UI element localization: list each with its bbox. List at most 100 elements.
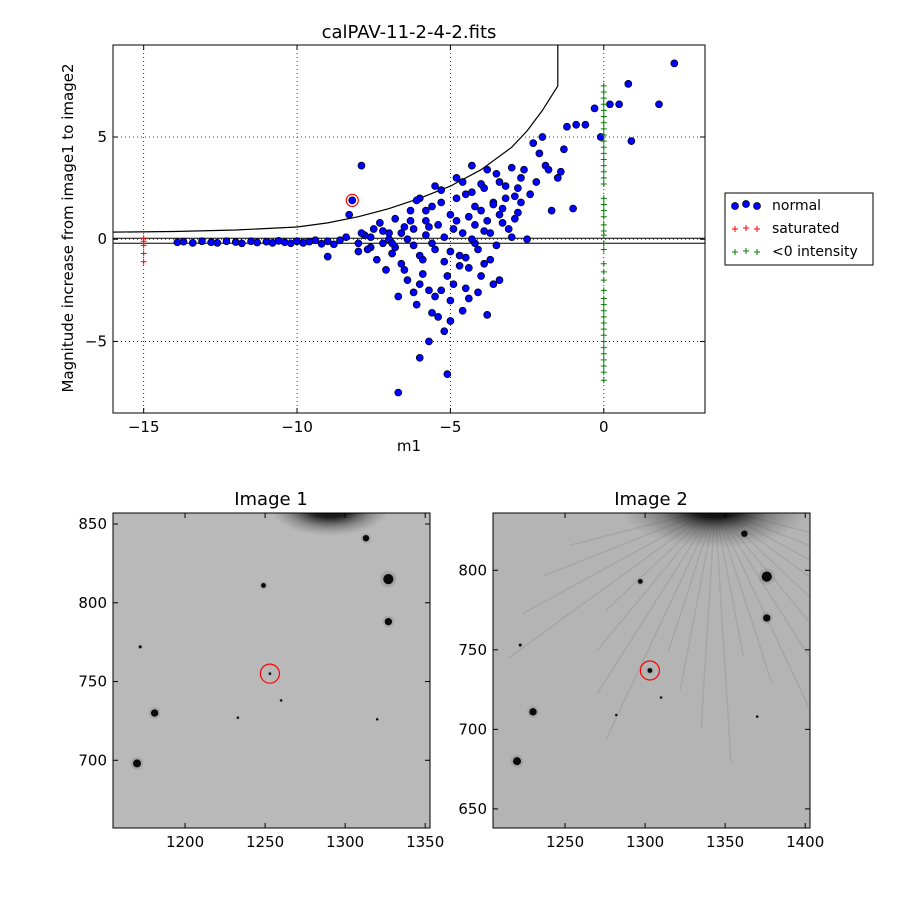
star-source bbox=[615, 713, 618, 717]
data-point-normal bbox=[262, 237, 271, 246]
data-point-normal bbox=[517, 198, 525, 207]
data-point-negative-intensity bbox=[600, 221, 607, 228]
data-point-normal bbox=[348, 196, 357, 205]
data-point-normal bbox=[498, 219, 507, 227]
data-point-normal bbox=[428, 202, 436, 211]
data-point-normal bbox=[464, 294, 473, 303]
data-point-negative-intensity bbox=[600, 113, 607, 120]
star-source bbox=[529, 708, 537, 716]
image-2-x-axis: 1250 1300 1350 1400 bbox=[546, 513, 824, 851]
y-tick-label: 700 bbox=[78, 751, 107, 769]
data-point-negative-intensity bbox=[600, 201, 607, 208]
data-point-normal bbox=[345, 210, 354, 219]
data-point-saturated bbox=[140, 250, 147, 257]
data-point-normal bbox=[397, 259, 406, 268]
data-point-normal bbox=[431, 245, 439, 254]
data-point-normal bbox=[458, 306, 467, 315]
image-1-title: Image 1 bbox=[234, 489, 308, 510]
data-point-normal bbox=[434, 221, 442, 229]
image-1-frame bbox=[112, 512, 431, 829]
data-point-normal bbox=[504, 225, 513, 233]
data-point-negative-intensity bbox=[600, 338, 607, 345]
data-point-normal bbox=[452, 216, 461, 225]
image-2-bright-source-halo bbox=[620, 513, 810, 548]
y-tick-label: 0 bbox=[97, 230, 107, 248]
legend-label-saturated: saturated bbox=[772, 221, 840, 237]
legend-marker-normal bbox=[753, 202, 761, 210]
data-point-normal bbox=[213, 239, 222, 247]
data-point-negative-intensity bbox=[600, 362, 607, 369]
x-tick-label: −5 bbox=[439, 418, 461, 436]
legend-entry-saturated bbox=[732, 225, 760, 232]
x-tick-label: 1300 bbox=[626, 833, 664, 851]
highlight-ring bbox=[345, 193, 359, 207]
data-point-negative-intensity bbox=[600, 344, 607, 351]
data-point-normal bbox=[507, 163, 516, 172]
data-point-negative-intensity bbox=[600, 332, 607, 339]
star-source bbox=[637, 579, 643, 584]
data-point-negative-intensity bbox=[600, 162, 607, 169]
data-point-normal bbox=[299, 239, 308, 247]
data-point-normal bbox=[188, 239, 197, 247]
data-point-normal bbox=[547, 206, 556, 215]
x-tick-label: 1250 bbox=[546, 833, 584, 851]
data-point-normal bbox=[480, 184, 489, 192]
image-2-title: Image 2 bbox=[614, 489, 688, 510]
data-point-normal bbox=[406, 216, 415, 225]
legend-label-negative-intensity: <0 intensity bbox=[772, 244, 858, 260]
data-point-normal bbox=[569, 204, 577, 213]
data-point-normal bbox=[425, 223, 433, 231]
data-point-normal bbox=[222, 237, 231, 246]
image-1-background bbox=[113, 513, 430, 828]
data-point-normal bbox=[458, 178, 467, 186]
data-point-normal bbox=[354, 247, 363, 256]
data-point-normal bbox=[471, 221, 479, 229]
data-point-normal bbox=[526, 190, 535, 199]
data-point-normal bbox=[486, 229, 495, 237]
data-point-negative-intensity bbox=[600, 350, 607, 357]
data-point-normal bbox=[495, 178, 504, 186]
star-source bbox=[659, 696, 663, 699]
data-point-normal bbox=[498, 204, 507, 213]
data-point-normal bbox=[394, 388, 403, 397]
data-point-normal bbox=[406, 206, 415, 215]
star-source bbox=[755, 715, 759, 718]
star-source bbox=[268, 672, 272, 675]
data-point-normal bbox=[458, 229, 467, 237]
data-point-normal bbox=[336, 236, 344, 245]
data-point-negative-intensity bbox=[600, 313, 607, 320]
y-tick-label: 750 bbox=[78, 673, 107, 691]
data-point-normal bbox=[247, 237, 255, 246]
data-point-normal bbox=[437, 186, 446, 195]
data-point-normal bbox=[382, 266, 390, 274]
y-tick-label: 850 bbox=[78, 515, 107, 533]
data-point-normal bbox=[403, 276, 412, 284]
data-point-normal bbox=[452, 174, 461, 182]
grid-lines bbox=[113, 45, 705, 413]
data-point-normal bbox=[422, 231, 430, 239]
data-point-saturated bbox=[140, 258, 147, 265]
data-point-normal bbox=[323, 237, 332, 246]
target-ring bbox=[259, 663, 280, 684]
data-point-normal bbox=[446, 247, 455, 256]
data-point-normal bbox=[461, 253, 470, 262]
data-point-negative-intensity bbox=[600, 95, 607, 102]
data-point-normal bbox=[443, 272, 452, 280]
data-point-normal bbox=[415, 353, 424, 362]
data-point-normal bbox=[237, 239, 246, 248]
data-point-normal bbox=[492, 241, 501, 250]
legend-entry-normal: normal bbox=[731, 198, 821, 214]
star-source bbox=[761, 571, 772, 582]
data-point-negative-intensity bbox=[600, 181, 607, 188]
data-point-negative-intensity bbox=[600, 268, 607, 275]
image-1-x-axis: 1200 1250 1300 1350 bbox=[166, 513, 444, 851]
data-point-normal bbox=[342, 233, 350, 242]
data-point-normal bbox=[563, 122, 571, 131]
star-source bbox=[647, 668, 653, 673]
star-source bbox=[518, 643, 522, 647]
data-point-normal bbox=[492, 169, 501, 178]
data-point-negative-intensity bbox=[600, 377, 607, 384]
data-point-normal bbox=[535, 149, 544, 158]
data-point-normal bbox=[379, 227, 387, 235]
data-point-normal bbox=[329, 240, 338, 249]
